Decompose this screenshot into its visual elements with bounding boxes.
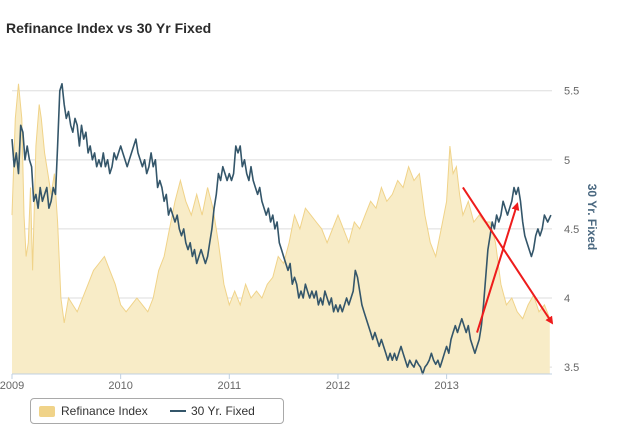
y-axis-title: 30 Yr. Fixed — [585, 184, 599, 251]
x-tick-label: 2010 — [108, 380, 132, 392]
fixed-swatch-icon — [170, 410, 186, 412]
legend[interactable]: Refinance Index 30 Yr. Fixed — [30, 398, 284, 424]
y-tick-label: 5.5 — [564, 86, 579, 98]
legend-item-refinance[interactable]: Refinance Index — [39, 404, 148, 418]
fixed-line — [11, 83, 552, 375]
x-tick-label: 2009 — [0, 380, 24, 392]
x-tick-label: 2013 — [434, 380, 458, 392]
refinance-series — [11, 83, 551, 375]
annotation-arrow-2 — [462, 186, 554, 325]
refinance-line — [11, 83, 551, 323]
y-tick-label: 3.5 — [564, 362, 579, 374]
y-tick-label: 4 — [564, 293, 570, 305]
annotation-arrows — [462, 186, 554, 333]
y-tick-label: 4.5 — [564, 224, 579, 236]
axes: 3.5 4 4.5 5 5.5 2009 2010 2011 2012 2013 30 Yr. Fi… — [0, 86, 599, 392]
x-tick-label: 2011 — [217, 380, 241, 392]
refinance-area — [12, 83, 550, 375]
y-tick-label: 5 — [564, 155, 570, 167]
refinance-swatch-icon — [39, 405, 55, 417]
chart-title: Refinance Index vs 30 Yr Fixed — [6, 20, 212, 36]
fixed-series — [11, 83, 552, 375]
legend-label-fixed: 30 Yr. Fixed — [191, 404, 255, 418]
x-tick-label: 2012 — [326, 380, 350, 392]
annotation-arrow-1 — [476, 202, 520, 333]
legend-label-refinance: Refinance Index — [61, 404, 148, 418]
legend-item-fixed[interactable]: 30 Yr. Fixed — [170, 404, 255, 418]
